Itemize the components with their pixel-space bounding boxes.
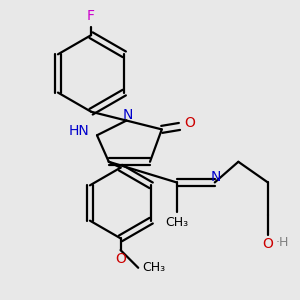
- Text: O: O: [262, 237, 273, 251]
- Text: CH₃: CH₃: [142, 261, 166, 274]
- Text: O: O: [184, 116, 195, 130]
- Text: ·H: ·H: [275, 236, 289, 249]
- Text: F: F: [87, 9, 95, 23]
- Text: O: O: [115, 252, 126, 266]
- Text: N: N: [211, 170, 221, 184]
- Text: CH₃: CH₃: [165, 216, 188, 229]
- Text: N: N: [123, 108, 133, 122]
- Text: HN: HN: [69, 124, 90, 138]
